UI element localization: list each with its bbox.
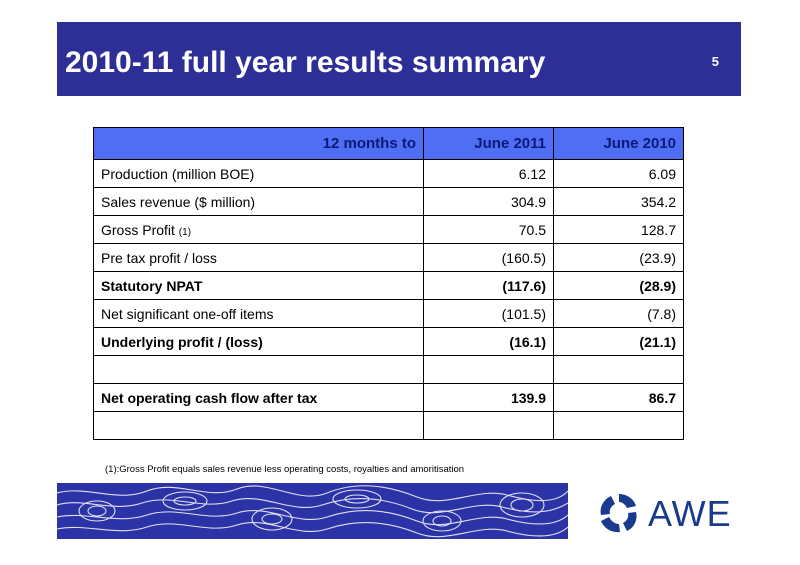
row-label-text: Production (million BOE)	[101, 165, 255, 182]
header-june-2011: June 2011	[423, 127, 554, 160]
row-label: Underlying profit / (loss)	[93, 327, 424, 356]
value-june-2011: 304.9	[423, 187, 554, 216]
value-june-2010: 86.7	[553, 383, 684, 412]
value-june-2011	[423, 355, 554, 384]
table-row: Sales revenue ($ million) 304.9 354.2	[93, 187, 684, 216]
row-label-text: Pre tax profit / loss	[101, 249, 217, 266]
slide-header: 2010-11 full year results summary 5	[57, 22, 741, 96]
row-label: Statutory NPAT	[93, 271, 424, 300]
row-label: Net significant one-off items	[93, 299, 424, 328]
footnote: (1):Gross Profit equals sales revenue le…	[105, 464, 465, 475]
row-label: Sales revenue ($ million)	[93, 187, 424, 216]
header-june-2010: June 2010	[553, 127, 684, 160]
value-june-2010: 128.7	[553, 215, 684, 244]
contour-banner	[57, 483, 568, 539]
page-number: 5	[711, 54, 719, 69]
value-june-2010: (23.9)	[553, 243, 684, 272]
row-label	[93, 355, 424, 384]
row-label: Gross Profit (1)	[93, 215, 424, 244]
row-label: Production (million BOE)	[93, 159, 424, 188]
row-label-text: Gross Profit	[101, 221, 175, 238]
header-period: 12 months to	[93, 127, 424, 160]
value-june-2010: (21.1)	[553, 327, 684, 356]
table-row	[93, 355, 684, 384]
value-june-2011	[423, 411, 554, 440]
value-june-2010: (28.9)	[553, 271, 684, 300]
awe-wordmark: AWE	[648, 493, 732, 534]
awe-logo: AWE	[596, 490, 746, 536]
row-label-text: Net significant one-off items	[101, 305, 274, 322]
row-label	[93, 411, 424, 440]
row-label-text: Statutory NPAT	[101, 277, 203, 294]
row-note: (1)	[178, 226, 192, 238]
awe-swirl-logo-icon	[600, 494, 637, 533]
table-row: Pre tax profit / loss (160.5) (23.9)	[93, 243, 684, 272]
value-june-2010: 354.2	[553, 187, 684, 216]
value-june-2010: (7.8)	[553, 299, 684, 328]
row-label: Pre tax profit / loss	[93, 243, 424, 272]
value-june-2011: 139.9	[423, 383, 554, 412]
table-row: Net operating cash flow after tax 139.9 86…	[93, 383, 684, 412]
contour-pattern-icon	[57, 485, 568, 538]
table-row: Production (million BOE) 6.12 6.09	[93, 159, 684, 188]
table-row: Net significant one-off items (101.5) (7.8…	[93, 299, 684, 328]
slide-title: 2010-11 full year results summary	[65, 46, 546, 79]
row-label: Net operating cash flow after tax	[93, 383, 424, 412]
value-june-2010	[553, 411, 684, 440]
value-june-2011: (117.6)	[423, 271, 554, 300]
results-table: 12 months to June 2011 June 2010 Product…	[93, 127, 684, 440]
value-june-2011: (101.5)	[423, 299, 554, 328]
value-june-2010: 6.09	[553, 159, 684, 188]
table-row: Underlying profit / (loss) (16.1) (21.1)	[93, 327, 684, 356]
value-june-2011: 70.5	[423, 215, 554, 244]
value-june-2010	[553, 355, 684, 384]
value-june-2011: (160.5)	[423, 243, 554, 272]
table-row: Gross Profit (1) 70.5 128.7	[93, 215, 684, 244]
table-header-row: 12 months to June 2011 June 2010	[93, 127, 684, 160]
row-label-text: Sales revenue ($ million)	[101, 193, 256, 210]
table-row	[93, 411, 684, 440]
value-june-2011: 6.12	[423, 159, 554, 188]
table-row: Statutory NPAT (117.6) (28.9)	[93, 271, 684, 300]
row-label-text: Net operating cash flow after tax	[101, 389, 318, 406]
row-label-text: Underlying profit / (loss)	[101, 333, 263, 350]
value-june-2011: (16.1)	[423, 327, 554, 356]
